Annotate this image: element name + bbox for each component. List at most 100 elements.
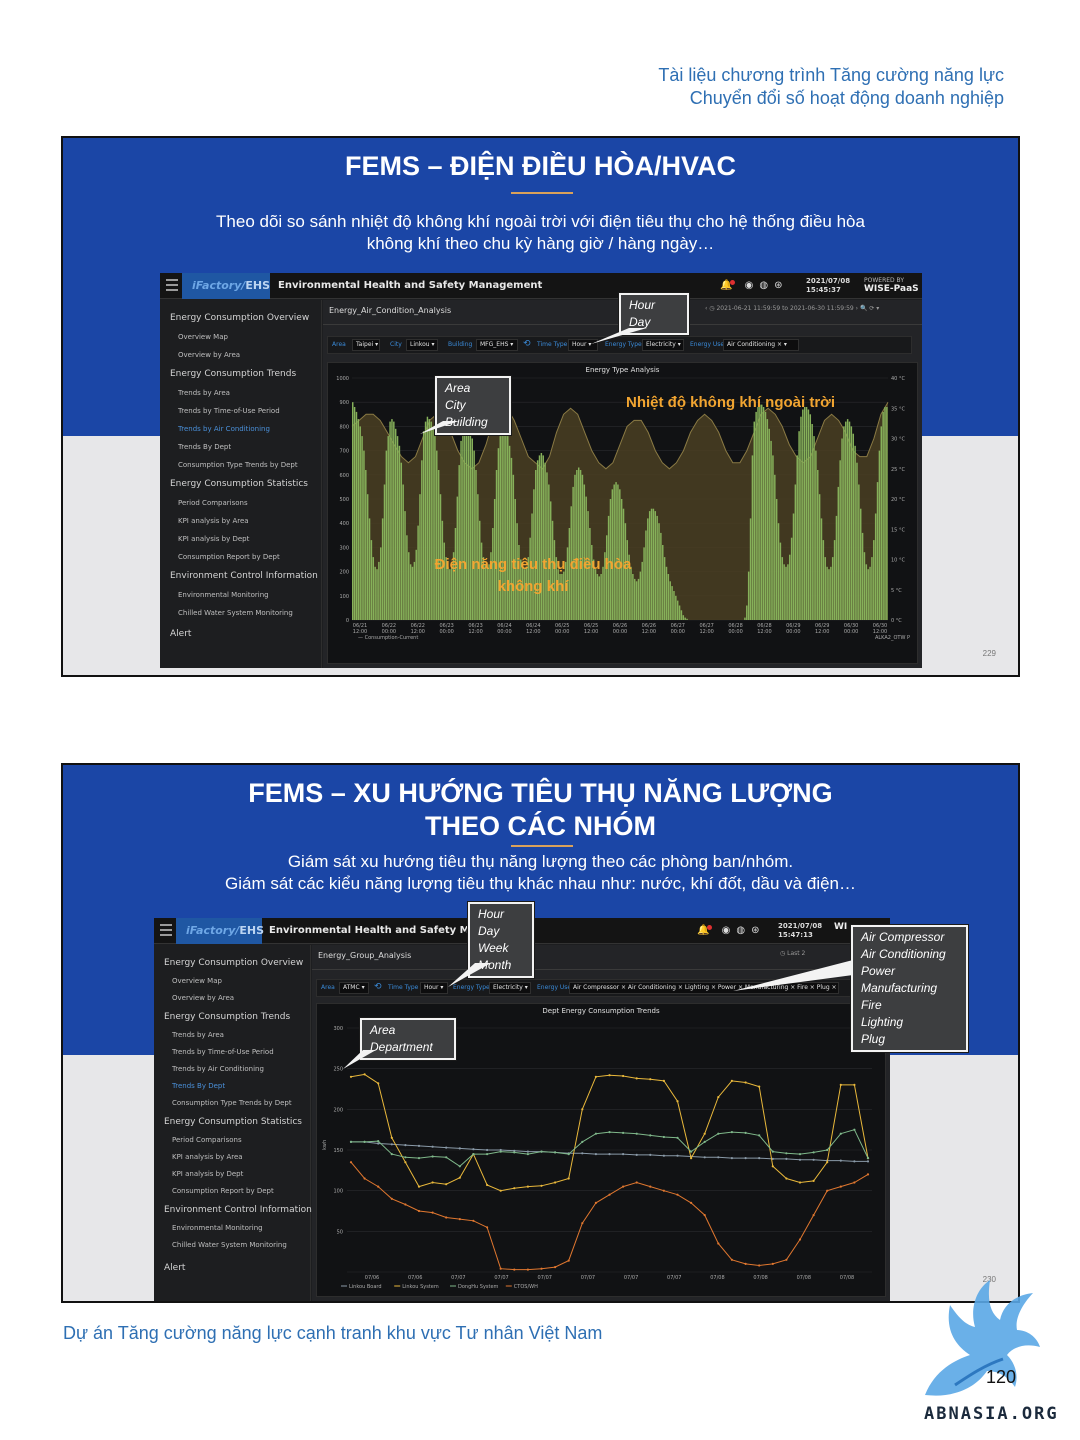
globe-icon[interactable]: ◍ [736,925,752,936]
series-point [690,1201,693,1204]
city-select[interactable]: Linkou ▾ [406,339,438,351]
y-tick-label: 400 [339,521,349,527]
date-range[interactable]: ◷ Last 2 [780,950,806,957]
consumption-bar [746,605,748,620]
consumption-bar [781,557,784,620]
nav-section-alert[interactable]: Alert [170,629,192,639]
nav-item-chilled-water[interactable]: Chilled Water System Monitoring [178,609,293,617]
nav-section-overview[interactable]: Energy Consumption Overview [170,313,310,323]
nav-item-overview-map[interactable]: Overview Map [172,977,222,985]
nav-item-trends-by-tou[interactable]: Trends by Time-of-Use Period [172,1048,274,1056]
chart1-svg: 0 100 200 300 400 500 600 700 800 900 1000 0 °C 5 °C… [336,376,910,641]
menu-icon[interactable] [166,279,178,291]
area-label: Area [332,341,346,348]
date-range[interactable]: ‹ ◷ 2021-06-21 11:59:59 to 2021-06-30 11… [705,305,880,312]
time-type-select[interactable]: Hour ▾ [420,982,448,994]
nav-item-chilled-water[interactable]: Chilled Water System Monitoring [172,1241,287,1249]
series-point [703,1156,706,1159]
panel-tab[interactable]: Energy_Air_Condition_Analysis [329,306,452,315]
time-type-select[interactable]: Hour ▾ [568,339,598,351]
nav-section-trends[interactable]: Energy Consumption Trends [170,369,297,379]
consumption-bar [368,518,371,620]
building-select[interactable]: MFG_EHS ▾ [476,339,518,351]
series-point [717,1096,720,1099]
app-date: 2021/07/08 [806,277,851,285]
bell-icon[interactable]: 🔔 [697,925,716,936]
energy-use-label: Energy Use [537,984,572,991]
slide-number: 229 [982,649,996,658]
y-tick-label: 150 [333,1148,343,1154]
nav-item-consumption-type-trends[interactable]: Consumption Type Trends by Dept [178,461,298,469]
consumption-bar [828,569,830,620]
consumption-bar [400,462,403,620]
area-select[interactable]: Taipei ▾ [352,339,380,351]
consumption-bar [884,407,886,620]
nav-item-period-comparisons[interactable]: Period Comparisons [178,499,248,507]
globe-icon[interactable]: ◍ [759,280,775,291]
refresh-icon[interactable]: ⟲ [523,339,531,349]
nav-item-kpi-by-area[interactable]: KPI analysis by Area [178,517,249,525]
x-tick-label: 06/21 [353,623,367,629]
nav-section-trends[interactable]: Energy Consumption Trends [164,1012,291,1022]
alarm-icon[interactable]: ◉ [744,280,760,291]
nav-item-trends-by-dept[interactable]: Trends By Dept [172,1082,226,1090]
nav-item-environmental-monitoring[interactable]: Environmental Monitoring [172,1224,263,1232]
series-point [771,1165,774,1168]
nav-item-trends-by-area[interactable]: Trends by Area [172,1031,224,1039]
user-icon[interactable]: ⊛ [751,925,766,936]
nav-item-consumption-report[interactable]: Consumption Report by Dept [178,553,280,561]
area-select[interactable]: ATMC ▾ [339,982,369,994]
nav-section-statistics[interactable]: Energy Consumption Statistics [164,1117,302,1127]
consumption-bar [408,552,410,620]
consumption-bar [540,453,543,620]
nav-item-trends-by-tou[interactable]: Trends by Time-of-Use Period [178,407,280,415]
nav-item-kpi-by-area[interactable]: KPI analysis by Area [172,1153,243,1161]
energy-type-select[interactable]: Electricity ▾ [642,339,684,351]
series-point [540,1184,543,1187]
nav-item-consumption-type-trends[interactable]: Consumption Type Trends by Dept [172,1099,292,1107]
nav-item-trends-by-dept[interactable]: Trends By Dept [178,443,232,451]
consumption-bar [772,455,774,620]
energy-type-select[interactable]: Electricity ▾ [489,982,531,994]
y-tick-label: 900 [339,400,349,406]
consumption-bar [803,407,806,620]
series-point [486,1148,489,1152]
y2-tick-label: 40 °C [891,376,905,382]
nav-section-statistics[interactable]: Energy Consumption Statistics [170,479,308,489]
consumption-bar [452,552,455,620]
consumption-bar [630,566,632,620]
callout-air-conditioning: Air Conditioning [861,947,946,961]
nav-item-period-comparisons[interactable]: Period Comparisons [172,1136,242,1144]
nav-item-kpi-by-dept[interactable]: KPI analysis by Dept [178,535,250,543]
legend-entry: CTOS/WH [514,1284,538,1290]
panel-tab[interactable]: Energy_Group_Analysis [318,951,412,960]
refresh-icon[interactable]: ⟲ [374,982,382,992]
y-tick-label: 800 [339,424,349,430]
nav-item-kpi-by-dept[interactable]: KPI analysis by Dept [172,1170,244,1178]
nav-item-trends-by-area[interactable]: Trends by Area [178,389,230,397]
menu-icon[interactable] [160,924,172,936]
alarm-icon[interactable]: ◉ [721,925,737,936]
energy-use-select[interactable]: Air Conditioning × ▾ [723,339,799,351]
consumption-bar [501,431,503,620]
nav-item-consumption-report[interactable]: Consumption Report by Dept [172,1187,274,1195]
nav-section-environment[interactable]: Environment Control Information [164,1205,312,1215]
nav-item-trends-by-ac[interactable]: Trends by Air Conditioning [178,425,270,433]
consumption-bar [525,566,528,620]
nav-item-overview-map[interactable]: Overview Map [178,333,228,341]
nav-item-environmental-monitoring[interactable]: Environmental Monitoring [178,591,269,599]
series-point [785,1157,788,1160]
series-point [635,1181,638,1184]
consumption-bar [757,407,759,620]
nav-item-overview-by-area[interactable]: Overview by Area [178,351,241,359]
callout-day: Day [629,315,651,329]
nav-section-alert[interactable]: Alert [164,1263,186,1273]
nav-section-overview[interactable]: Energy Consumption Overview [164,958,304,968]
nav-item-trends-by-ac[interactable]: Trends by Air Conditioning [172,1065,264,1073]
nav-section-environment[interactable]: Environment Control Information [170,571,318,581]
consumption-bar [830,566,832,620]
nav-item-overview-by-area[interactable]: Overview by Area [172,994,235,1002]
user-icon[interactable]: ⊛ [774,280,789,291]
bell-icon[interactable]: 🔔 [720,280,739,291]
energy-use-select[interactable]: Air Compressor × Air Conditioning × Ligh… [569,982,839,994]
